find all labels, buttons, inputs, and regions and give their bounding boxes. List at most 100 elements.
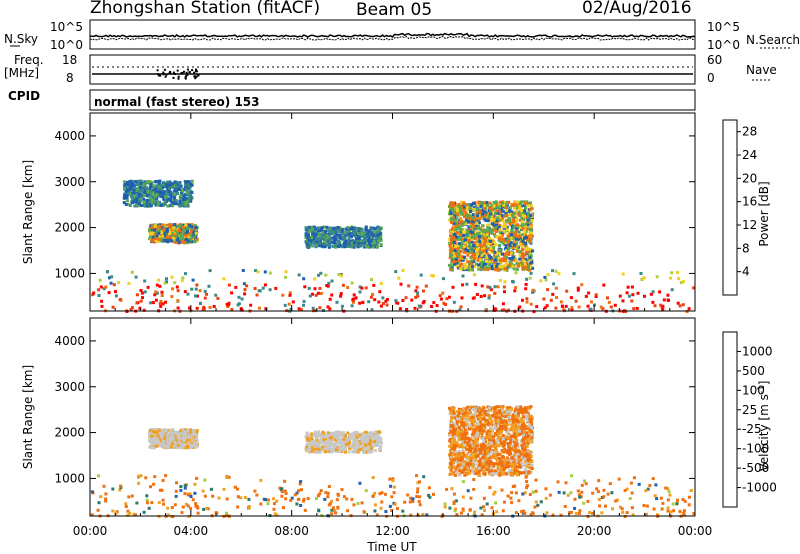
echo-cell [172,445,176,449]
echo-cell [118,488,122,492]
echo-cell [502,285,506,289]
echo-cell [180,443,184,447]
echo-cell [589,307,593,311]
echo-cell [130,494,134,498]
echo-cell [468,214,472,218]
echo-cell [333,241,337,245]
echo-cell [655,497,659,501]
echo-cell [485,247,489,251]
echo-cell [168,187,172,191]
echo-cell [460,220,463,224]
echo-cell [328,239,332,243]
echo-cell [310,239,314,243]
echo-cell [528,493,532,496]
echo-cell [494,219,498,223]
echo-cell [358,447,362,451]
echo-cell [280,494,284,498]
echo-cell [139,474,143,478]
echo-cell [157,501,161,505]
echo-cell [151,235,155,239]
echo-cell [170,435,173,439]
echo-cell [364,489,368,493]
echo-cell [591,511,595,515]
echo-cell [192,235,196,239]
echo-cell [311,448,315,452]
echo-cell [194,504,198,508]
echo-cell [176,445,180,449]
echo-cell [456,227,460,230]
echo-cell [648,484,652,487]
echo-cell [366,436,370,440]
echo-cell [319,233,323,237]
echo-cell [464,222,468,225]
echo-cell [362,447,366,451]
echo-cell [555,296,559,299]
echo-cell [331,506,335,510]
echo-cell [462,244,466,248]
echo-cell [551,292,555,296]
echo-cell [355,430,359,434]
echo-cell [153,199,156,202]
echo-cell [138,199,142,203]
echo-cell [181,276,185,280]
echo-cell [505,225,509,229]
echo-cell [203,494,207,498]
echo-cell [316,494,320,498]
echo-cell [339,442,343,446]
echo-cell [313,235,317,239]
echo-cell [176,192,179,196]
echo-cell [449,246,453,250]
echo-cell [626,285,630,289]
echo-cell [311,440,315,444]
echo-cell [346,231,349,235]
echo-cell [342,437,346,441]
echo-cell [519,237,522,241]
echo-cell [454,499,458,503]
echo-cell [475,243,479,247]
echo-cell [477,263,481,267]
echo-cell [327,281,331,285]
echo-cell [495,223,499,227]
echo-cell [596,490,600,493]
echo-cell [459,245,463,249]
echo-cell [295,491,299,495]
echo-cell [130,191,134,195]
echo-cell [510,229,514,233]
echo-cell [489,230,493,234]
echo-cell [159,435,163,438]
echo-cell [352,244,356,248]
echo-cell [461,205,465,209]
echo-cell [618,505,622,509]
echo-cell [128,180,132,184]
echo-cell [460,232,464,236]
echo-cell [516,223,519,227]
echo-cell [458,259,462,263]
echo-cell [485,242,489,246]
echo-cell [526,238,530,242]
echo-cell [328,238,332,241]
echo-cell [127,495,131,499]
echo-cell [169,224,173,228]
echo-cell [497,209,501,213]
echo-cell [114,511,118,515]
echo-cell [669,276,673,280]
echo-cell [505,200,509,204]
echo-cell [90,490,94,494]
colorbar-tick-label: 4 [742,265,750,279]
echo-cell [174,430,177,434]
echo-cell [606,492,610,496]
echo-cell [372,283,376,287]
echo-cell [526,235,530,239]
echo-cell [458,225,461,229]
echo-cell [99,495,103,499]
echo-cell [222,277,226,281]
echo-cell [467,236,471,240]
echo-cell [350,241,354,245]
echo-cell [452,236,456,239]
echo-cell [345,497,349,501]
echo-cell [482,505,486,509]
echo-cell [372,434,376,438]
echo-cell [392,491,396,495]
echo-cell [149,204,153,208]
power-colorbar-label: Power [dB] [757,181,771,246]
